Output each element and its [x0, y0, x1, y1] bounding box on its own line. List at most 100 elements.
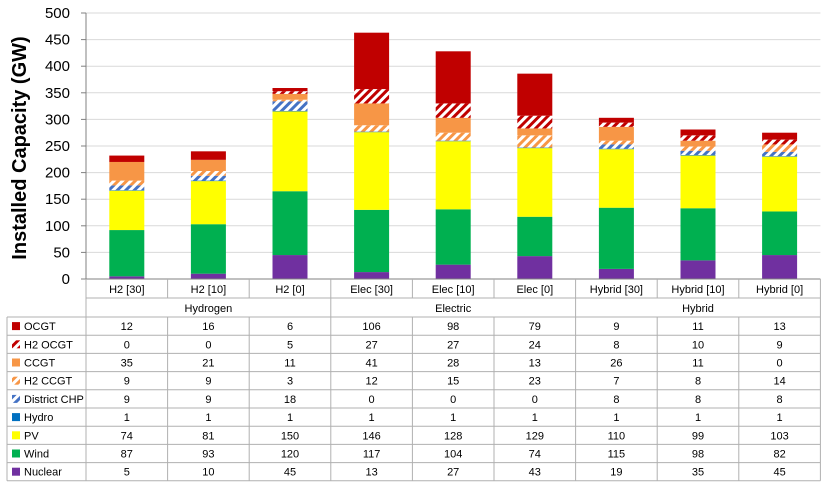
bar-wind — [190, 224, 226, 274]
data-label: 0 — [369, 394, 375, 406]
data-label: 28 — [447, 358, 459, 370]
data-label: 15 — [447, 376, 459, 388]
bar-nuclear — [190, 273, 226, 279]
data-label: 0 — [205, 339, 211, 351]
legend-key-ocgt — [12, 322, 20, 331]
legend-label: District CHP — [24, 394, 84, 406]
y-tick-label: 150 — [45, 191, 70, 208]
bar-nuclear — [435, 264, 471, 279]
bar-district-chp — [598, 144, 634, 149]
bar-hydro — [354, 131, 390, 133]
y-tick-label: 50 — [53, 244, 70, 261]
bar-ccgt — [598, 126, 634, 141]
bar-hydro — [598, 148, 634, 150]
y-tick-label: 0 — [62, 271, 70, 288]
data-label: 35 — [692, 467, 704, 479]
data-label: 9 — [777, 339, 783, 351]
data-label: 8 — [777, 394, 783, 406]
bar-district-chp — [762, 151, 798, 157]
data-label: 27 — [447, 339, 459, 351]
legend-label: Wind — [24, 449, 49, 461]
bar-ocgt — [109, 155, 145, 162]
data-label: 8 — [695, 394, 701, 406]
bar-wind — [272, 191, 308, 256]
y-axis: 0 50 100 150 200 250 300 350 400 450 500 — [45, 5, 821, 288]
bar-wind — [680, 208, 716, 261]
bar-nuclear — [272, 255, 308, 279]
data-label: 11 — [692, 321, 703, 333]
legend-label: Nuclear — [24, 467, 62, 479]
bar-ocgt — [598, 117, 634, 123]
data-label: 8 — [613, 339, 619, 351]
bar-ccgt — [435, 117, 471, 133]
bar-h2-ccgt — [354, 125, 390, 132]
bar-h2-ocgt — [354, 89, 390, 104]
data-label: 99 — [692, 430, 704, 442]
data-label: 98 — [692, 449, 704, 461]
y-tick-label: 300 — [45, 111, 70, 128]
bar-ccgt — [680, 140, 716, 147]
bar-ocgt — [680, 129, 716, 136]
bar-h2-ccgt — [517, 135, 553, 148]
bar-ocgt — [435, 51, 471, 104]
legend-key-h2-ccgt — [12, 376, 20, 385]
bar-hydro — [762, 156, 798, 157]
data-label: 115 — [608, 449, 626, 461]
y-axis-label: Installed Capacity (GW) — [9, 36, 31, 259]
bar-ocgt — [272, 88, 308, 92]
x-tick-label: Elec [0] — [516, 284, 553, 296]
data-label: 19 — [610, 467, 622, 479]
bar-hydro — [109, 190, 145, 191]
data-label: 81 — [202, 430, 214, 442]
bar-pv — [435, 141, 471, 210]
bar-ocgt — [517, 73, 553, 116]
data-label: 117 — [363, 449, 381, 461]
data-label: 1 — [287, 412, 293, 424]
bar-ccgt — [517, 128, 553, 136]
y-tick-label: 100 — [45, 218, 70, 235]
data-label: 45 — [773, 467, 785, 479]
bar-h2-ocgt — [762, 139, 798, 145]
bar-series — [109, 32, 798, 279]
bar-nuclear — [109, 276, 145, 279]
data-label: 5 — [124, 467, 130, 479]
legend-label: OCGT — [24, 321, 56, 333]
legend-key-wind — [12, 449, 20, 458]
data-label: 18 — [284, 394, 296, 406]
data-label: 129 — [526, 430, 544, 442]
data-label: 3 — [287, 376, 293, 388]
legend-label: PV — [24, 430, 39, 442]
data-label: 11 — [692, 358, 703, 370]
group-label: Hybrid — [682, 303, 714, 315]
bar-nuclear — [680, 260, 716, 279]
data-label: 10 — [692, 339, 704, 351]
bar-h2-ccgt — [598, 140, 634, 145]
bar-ccgt — [272, 93, 308, 100]
data-label: 9 — [124, 376, 130, 388]
data-label: 10 — [202, 467, 214, 479]
bar-h2-ocgt — [272, 91, 308, 94]
bar-district-chp — [109, 185, 145, 191]
bar-pv — [354, 132, 390, 210]
bar-hydro — [517, 147, 553, 149]
data-label: 1 — [613, 412, 619, 424]
bar-h2-ccgt — [272, 99, 308, 102]
bar-ocgt — [190, 151, 226, 160]
bar-pv — [517, 148, 553, 217]
data-label: 14 — [773, 376, 785, 388]
data-label: 79 — [529, 321, 541, 333]
bar-hydro — [272, 110, 308, 112]
data-label: 9 — [613, 321, 619, 333]
bar-h2-ccgt — [762, 144, 798, 152]
x-tick-label: Hybrid [0] — [756, 284, 803, 296]
bar-wind — [435, 209, 471, 265]
bar-nuclear — [354, 272, 390, 279]
data-label: 0 — [450, 394, 456, 406]
data-label: 9 — [124, 394, 130, 406]
data-label: 1 — [369, 412, 375, 424]
y-tick-label: 450 — [45, 32, 70, 49]
x-tick-label: Elec [10] — [432, 284, 475, 296]
bar-pv — [680, 155, 716, 209]
data-table: H2 [30] H2 [10] H2 [0] Elec [30] Elec [10] El… — [6, 279, 821, 482]
bar-ccgt — [354, 103, 390, 126]
